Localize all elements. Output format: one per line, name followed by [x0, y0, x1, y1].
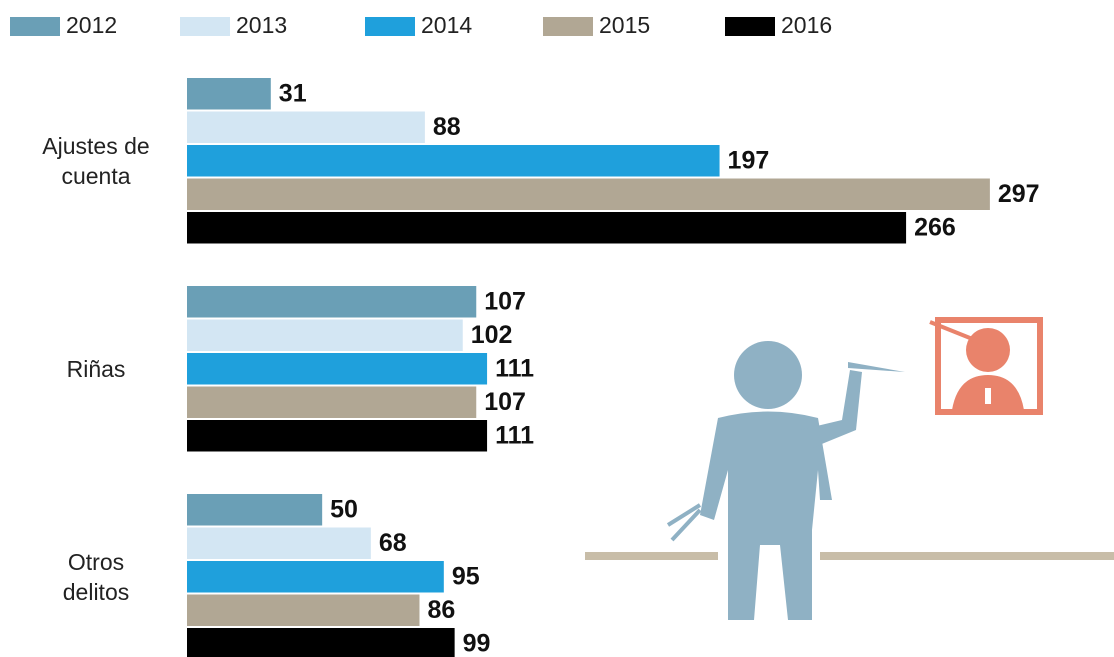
legend-label: 2013	[236, 12, 287, 38]
bar	[187, 111, 425, 143]
bar	[187, 212, 907, 244]
value-label: 50	[330, 495, 358, 523]
bar	[187, 386, 477, 418]
legend-swatch	[365, 17, 415, 36]
target-head	[966, 328, 1010, 372]
category-label: Riñas	[66, 355, 126, 382]
value-label: 86	[427, 596, 455, 624]
value-label: 111	[495, 421, 534, 449]
person-arm	[800, 370, 862, 448]
bar	[187, 527, 371, 559]
value-label: 107	[484, 287, 526, 315]
bar	[187, 561, 444, 593]
bar	[187, 178, 990, 210]
value-label: 266	[914, 213, 956, 241]
value-label: 99	[463, 629, 491, 657]
category-label: Otros delitos	[62, 548, 130, 605]
bar	[187, 286, 477, 318]
bar	[187, 494, 323, 526]
legend-label: 2015	[599, 12, 650, 38]
category-label: Ajustes de cuenta	[42, 132, 150, 189]
legend-swatch	[10, 17, 60, 36]
bar	[187, 594, 420, 626]
value-label: 107	[484, 388, 526, 416]
dart	[848, 362, 905, 372]
legend-label: 2014	[421, 12, 472, 38]
value-label: 31	[279, 79, 307, 107]
legend-swatch	[543, 17, 593, 36]
darts	[666, 503, 702, 542]
value-label: 102	[471, 321, 513, 349]
target-frame	[935, 317, 1043, 415]
bar	[187, 628, 455, 657]
value-label: 88	[433, 113, 461, 141]
dart-hit	[929, 320, 991, 348]
bar	[187, 78, 271, 110]
person-head	[734, 341, 802, 409]
value-label: 95	[452, 562, 480, 590]
legend-swatch	[180, 17, 230, 36]
value-label: 68	[379, 529, 407, 557]
bar	[187, 420, 488, 452]
legend-label: 2012	[66, 12, 117, 38]
bar	[187, 145, 720, 177]
illustration	[585, 317, 1114, 620]
value-label: 297	[998, 180, 1040, 208]
target-tie	[985, 388, 991, 404]
bar	[187, 353, 488, 385]
bar	[187, 319, 463, 351]
legend-label: 2016	[781, 12, 832, 38]
person-body	[700, 411, 832, 620]
value-label: 197	[728, 146, 770, 174]
legend-swatch	[725, 17, 775, 36]
value-label: 111	[495, 354, 534, 382]
